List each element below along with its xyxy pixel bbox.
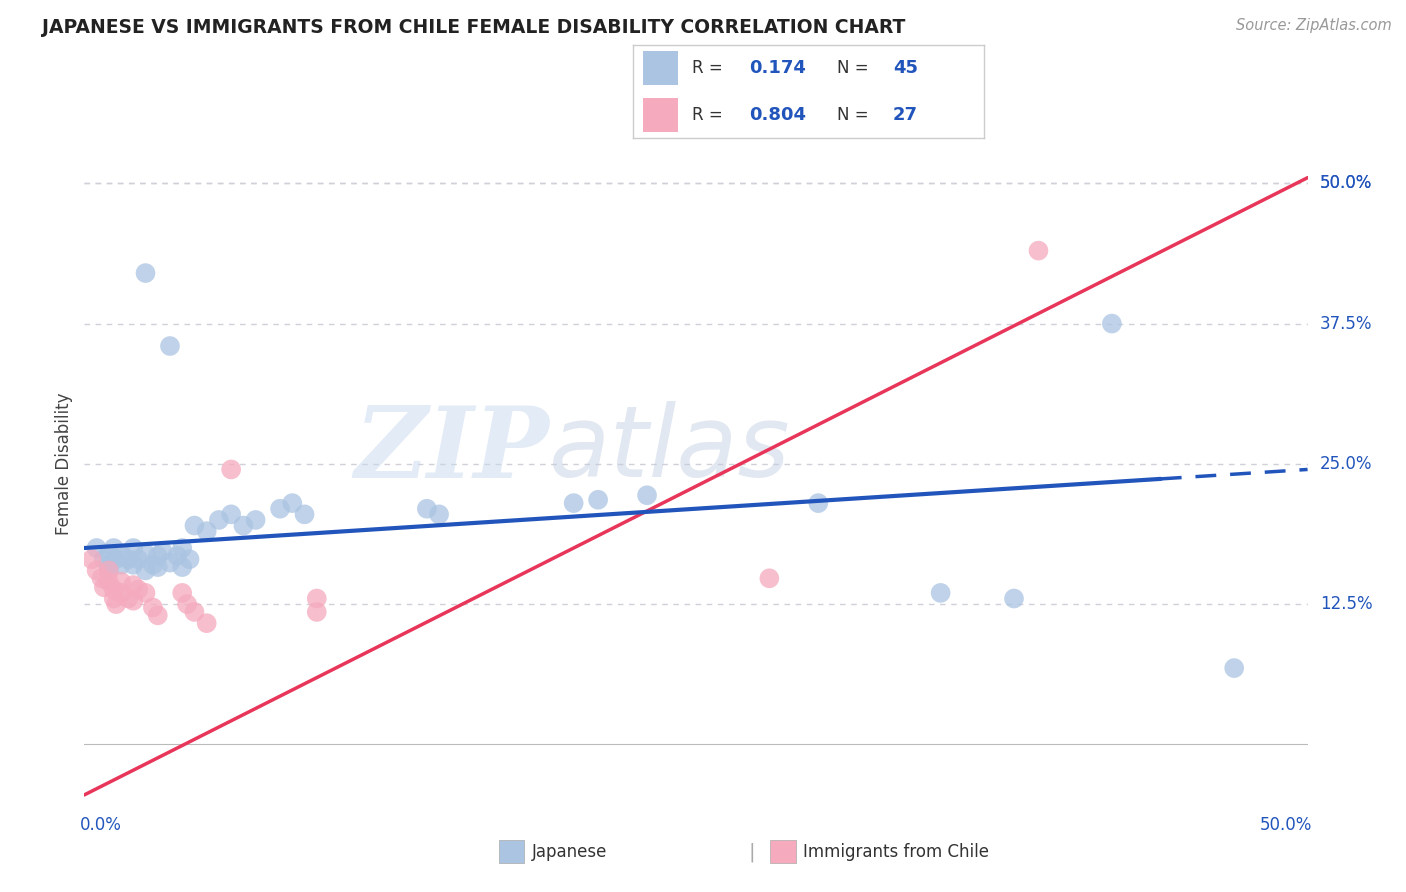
Point — [146, 608, 169, 623]
Point — [103, 541, 125, 555]
Point — [122, 541, 145, 555]
Point — [122, 593, 145, 607]
Point — [305, 605, 328, 619]
Point — [97, 547, 120, 561]
Point — [142, 600, 165, 615]
Point — [183, 518, 205, 533]
Point — [135, 266, 157, 280]
Text: 45: 45 — [893, 59, 918, 77]
Point — [929, 586, 952, 600]
Text: R =: R = — [693, 106, 728, 124]
Point — [86, 541, 108, 555]
Point — [103, 591, 125, 606]
Point — [195, 524, 218, 538]
Text: 50.0%: 50.0% — [1320, 174, 1372, 193]
Point — [1101, 317, 1123, 331]
Text: N =: N = — [837, 106, 873, 124]
Point — [176, 597, 198, 611]
Point — [152, 544, 174, 558]
Point — [586, 492, 609, 507]
Point — [93, 552, 115, 566]
Point — [105, 597, 128, 611]
Point — [232, 518, 254, 533]
Point — [142, 558, 165, 572]
Point — [219, 462, 242, 476]
Point — [562, 496, 585, 510]
Point — [117, 591, 139, 606]
Point — [97, 558, 120, 572]
Point — [1028, 244, 1050, 258]
Text: 0.174: 0.174 — [749, 59, 806, 77]
Point — [245, 513, 267, 527]
Point — [110, 547, 132, 561]
Point — [172, 541, 194, 555]
Point — [90, 571, 112, 585]
Point — [269, 501, 291, 516]
Point — [305, 591, 328, 606]
Point — [1223, 661, 1246, 675]
Text: ZIP: ZIP — [354, 401, 550, 498]
Point — [97, 564, 120, 578]
Text: 27: 27 — [893, 106, 918, 124]
Point — [208, 513, 231, 527]
Text: Japanese: Japanese — [531, 843, 607, 861]
Text: 37.5%: 37.5% — [1320, 315, 1372, 333]
Bar — [644, 51, 678, 85]
Point — [110, 586, 132, 600]
Point — [294, 508, 316, 522]
Text: Immigrants from Chile: Immigrants from Chile — [803, 843, 988, 861]
Point — [93, 580, 115, 594]
Point — [110, 574, 132, 589]
Point — [110, 558, 132, 572]
Text: |: | — [749, 842, 755, 862]
Point — [127, 552, 149, 566]
Point — [219, 508, 242, 522]
Point — [636, 488, 658, 502]
Text: JAPANESE VS IMMIGRANTS FROM CHILE FEMALE DISABILITY CORRELATION CHART: JAPANESE VS IMMIGRANTS FROM CHILE FEMALE… — [42, 18, 905, 37]
Point — [807, 496, 830, 510]
Point — [97, 574, 120, 589]
Point — [427, 508, 450, 522]
Text: 25.0%: 25.0% — [1320, 455, 1372, 473]
Point — [86, 564, 108, 578]
Point — [159, 556, 181, 570]
Text: 50.0%: 50.0% — [1260, 816, 1312, 834]
Point — [117, 552, 139, 566]
Text: N =: N = — [837, 59, 873, 77]
Text: 50.0%: 50.0% — [1320, 174, 1372, 193]
Text: R =: R = — [693, 59, 728, 77]
Point — [122, 578, 145, 592]
Point — [127, 582, 149, 597]
Point — [159, 339, 181, 353]
Point — [135, 564, 157, 578]
Y-axis label: Female Disability: Female Disability — [55, 392, 73, 535]
Point — [135, 547, 157, 561]
Point — [166, 549, 188, 563]
Point — [758, 571, 780, 585]
Bar — [644, 98, 678, 132]
Text: 0.0%: 0.0% — [80, 816, 121, 834]
Point — [146, 560, 169, 574]
Point — [195, 616, 218, 631]
Point — [97, 564, 120, 578]
Point — [146, 549, 169, 563]
Point — [179, 552, 201, 566]
Text: Source: ZipAtlas.com: Source: ZipAtlas.com — [1236, 18, 1392, 33]
Point — [103, 582, 125, 597]
Point — [135, 586, 157, 600]
Text: atlas: atlas — [550, 401, 790, 499]
Point — [281, 496, 304, 510]
Point — [172, 586, 194, 600]
Point — [105, 552, 128, 566]
Point — [122, 558, 145, 572]
Point — [183, 605, 205, 619]
Point — [416, 501, 439, 516]
Point — [172, 560, 194, 574]
Text: 12.5%: 12.5% — [1320, 595, 1372, 613]
Text: 0.804: 0.804 — [749, 106, 806, 124]
Point — [1002, 591, 1025, 606]
Point — [80, 552, 103, 566]
